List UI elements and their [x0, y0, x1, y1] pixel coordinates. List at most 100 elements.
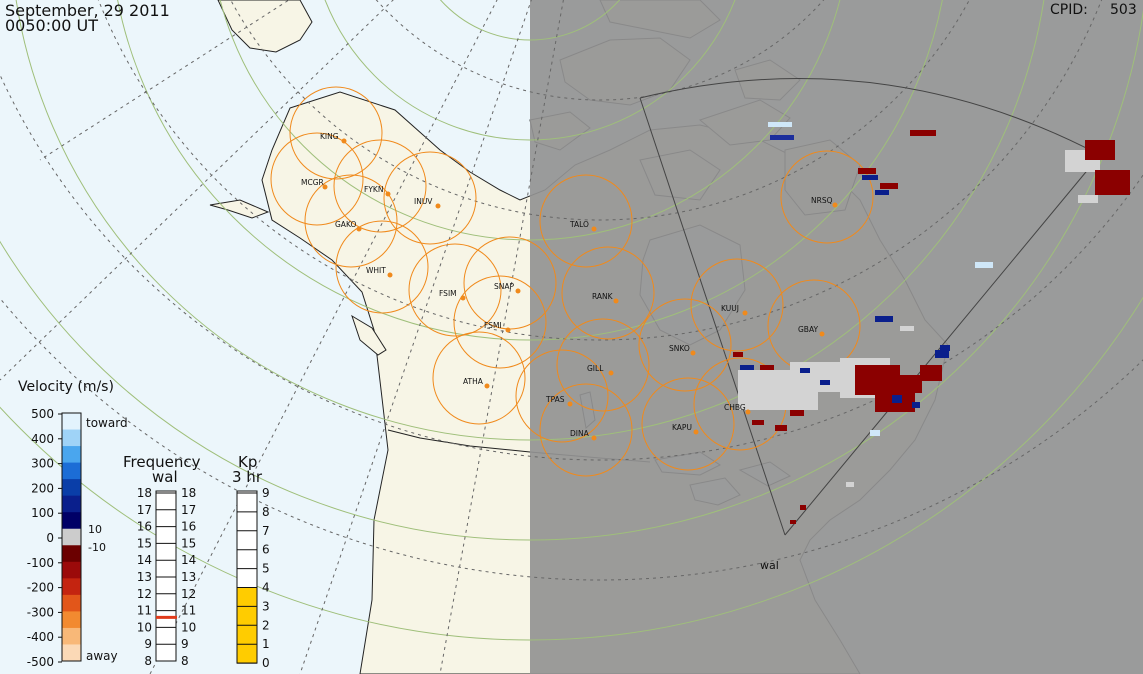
velocity-tick-label: 200: [31, 481, 54, 495]
kp-tick-label: 9: [262, 486, 270, 500]
scatter-cell: [740, 365, 754, 370]
fov-circle-mcgr: [270, 132, 364, 226]
station-dot-snap: [515, 288, 521, 294]
station-dot-gill: [608, 370, 614, 376]
scatter-cell: [935, 350, 949, 358]
kp-tick-label: 7: [262, 524, 270, 538]
frequency-tick-left: 16: [137, 520, 152, 534]
fov-circle-fsim: [408, 243, 502, 337]
frequency-title: Frequency: [123, 453, 201, 471]
scatter-cell: [920, 365, 942, 381]
station-dot-whit: [387, 272, 393, 278]
frequency-bar: [155, 490, 177, 662]
kp-tick-label: 6: [262, 543, 270, 557]
fov-circle-kapu: [641, 377, 735, 471]
fov-circle-snko: [638, 298, 732, 392]
velocity-bar-segment: [62, 479, 81, 497]
station-label-talo: TALO: [569, 220, 589, 229]
frequency-tick-left: 8: [144, 654, 152, 668]
station-label-kapu: KAPU: [672, 423, 692, 432]
frequency-tick-left: 15: [137, 536, 152, 550]
velocity-tick-label: 100: [31, 506, 54, 520]
frequency-tick-right: 15: [181, 536, 196, 550]
kp-tick-label: 1: [262, 637, 270, 651]
velocity-gs-tick-10: 10: [88, 523, 102, 536]
frequency-scale: Frequency wal 18 18 17 17 16 16 15 15 14 14 13 13 12…: [123, 453, 201, 668]
velocity-scale: Velocity (m/s) 500 400 300 200 100 0 -100 -200 -…: [18, 379, 128, 669]
frequency-tick-left: 18: [137, 486, 152, 500]
frequency-tick-right: 17: [181, 503, 196, 517]
kp-title: Kp: [238, 453, 257, 471]
vancouver-island: [351, 314, 387, 356]
night-region: [530, 0, 1143, 674]
velocity-bar-segment: [62, 528, 81, 546]
scatter-cell: [760, 365, 774, 371]
station-dot-talo: [591, 226, 597, 232]
station-label-atha: ATHA: [463, 377, 484, 386]
station-dot-chbg: [745, 409, 751, 415]
velocity-tick-label: 400: [31, 432, 54, 446]
station-label-fykn: FYKN: [364, 185, 383, 194]
station-label-gako: GAKO: [335, 220, 356, 229]
frequency-tick-right: 16: [181, 520, 196, 534]
scatter-cell: [900, 326, 914, 331]
scatter-cell: [900, 375, 922, 393]
velocity-tick-label: -100: [27, 556, 54, 570]
station-label-snko: SNKO: [669, 344, 690, 353]
station-dot-kuuj: [742, 310, 748, 316]
kp-ticks: 9 8 7 6 5 4 3 2 1 0: [237, 486, 270, 670]
station-dot-gako: [356, 226, 362, 232]
station-label-king: KING: [320, 132, 339, 141]
fov-circle-fykn: [333, 139, 427, 233]
station-dot-king: [341, 138, 347, 144]
station-label-chbg: CHBG: [724, 403, 746, 412]
station-dot-mcgr: [322, 184, 328, 190]
scatter-cell: [870, 430, 880, 436]
fov-circle-rank: [561, 246, 655, 340]
scatter-cell: [775, 425, 787, 431]
station-label-nrsq: NRSQ: [811, 196, 833, 205]
station-label-dina: DINA: [570, 429, 590, 438]
velocity-bar-segment: [62, 429, 81, 447]
scatter-cell: [790, 520, 796, 524]
scatter-cell: [800, 505, 806, 510]
velocity-bar-segment: [62, 644, 81, 662]
scatter-cell: [880, 183, 898, 189]
kp-tick-label: 0: [262, 656, 270, 670]
frequency-tick-left: 11: [137, 604, 152, 618]
frequency-tick-left: 14: [137, 553, 152, 567]
station-dot-tpas: [567, 401, 573, 407]
station-label-tpas: TPAS: [545, 395, 565, 404]
fov-circle-kuuj: [690, 258, 784, 352]
kp-tick-label: 8: [262, 505, 270, 519]
station-dot-inuv: [435, 203, 441, 209]
velocity-bar-segment: [62, 512, 81, 530]
scatter-cell: [975, 262, 993, 268]
scatter-cell: [752, 420, 764, 425]
station-dot-rank: [613, 298, 619, 304]
velocity-bar-segment: [62, 594, 81, 612]
station-dot-nrsq: [832, 202, 838, 208]
velocity-bar-segment: [62, 627, 81, 645]
kp-tick-label: 2: [262, 618, 270, 632]
scatter-cell: [910, 130, 936, 136]
station-label-rank: RANK: [592, 292, 614, 301]
scatter-cell: [858, 168, 876, 174]
frequency-tick-right: 9: [181, 637, 189, 651]
station-dot-dina: [591, 435, 597, 441]
frequency-tick-left: 9: [144, 637, 152, 651]
velocity-bar-segment: [62, 545, 81, 563]
velocity-tick-label: 500: [31, 407, 54, 421]
frequency-tick-left: 12: [137, 587, 152, 601]
frequency-subtitle: wal: [152, 468, 178, 486]
fov-circle-dina: [539, 383, 633, 477]
station-label-gill: GILL: [587, 364, 604, 373]
kp-subtitle: 3 hr: [232, 468, 263, 486]
velocity-bar-segment: [62, 561, 81, 579]
time-label: 0050:00 UT: [5, 16, 99, 35]
frequency-tick-right: 12: [181, 587, 196, 601]
frequency-ticks: 18 18 17 17 16 16 15 15 14 14 13 13 12 12 11 11 10 10 9 9 8 8: [137, 486, 197, 668]
fov-circle-inuv: [383, 151, 477, 245]
velocity-tick-label: -300: [27, 605, 54, 619]
